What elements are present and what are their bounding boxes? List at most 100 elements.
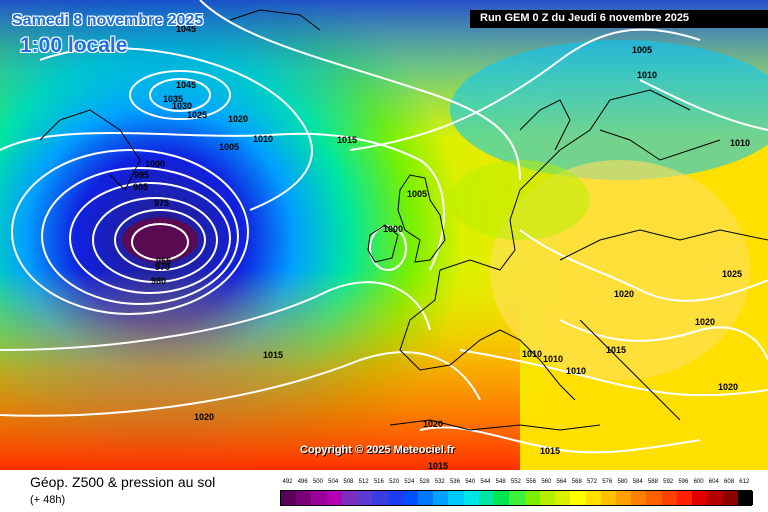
pressure-label: 1025 [722, 269, 742, 279]
color-scale-segment [448, 491, 465, 505]
pressure-label: 1000 [383, 224, 403, 234]
pressure-label: 1020 [194, 412, 214, 422]
color-scale-label: 524 [404, 479, 415, 485]
color-scale-segment [311, 491, 328, 505]
color-scale-label: 580 [617, 479, 628, 485]
color-scale-label: 516 [373, 479, 384, 485]
color-scale-label: 604 [708, 479, 719, 485]
local-time: 1:00 locale [20, 34, 128, 57]
color-scale-label: 492 [282, 479, 293, 485]
pressure-label: 1020 [718, 382, 738, 392]
color-scale-label: 544 [480, 479, 491, 485]
color-scale-label: 572 [587, 479, 598, 485]
color-scale-segment [707, 491, 724, 505]
pressure-label: 1010 [730, 138, 750, 148]
color-scale-label: 600 [693, 479, 704, 485]
color-scale-label: 536 [449, 479, 460, 485]
color-scale-segment [509, 491, 526, 505]
central-field [450, 160, 590, 240]
color-scale-segment [722, 491, 739, 505]
color-scale-label: 576 [602, 479, 613, 485]
valid-date: Samedi 8 novembre 2025 [12, 12, 204, 29]
copyright: Copyright © 2025 Meteociel.fr [300, 444, 455, 456]
color-scale-label: 564 [556, 479, 567, 485]
color-scale-label: 584 [632, 479, 643, 485]
pressure-label: 995 [134, 170, 149, 180]
color-scale-label: 596 [678, 479, 689, 485]
pressure-label: 1025 [187, 110, 207, 120]
color-scale-label: 500 [312, 479, 323, 485]
color-scale-segment [418, 491, 434, 505]
color-scale-label: 592 [663, 479, 674, 485]
color-scale-segment [387, 491, 404, 505]
color-scale-segment [494, 491, 510, 505]
pressure-label: 1015 [540, 446, 560, 456]
pressure-label: 985 [133, 182, 148, 192]
scandinavia-trough [450, 40, 768, 180]
color-scale-segment [692, 491, 708, 505]
lead-time: (+ 48h) [30, 494, 66, 506]
pressure-label: 1020 [228, 114, 248, 124]
color-scale-label: 504 [328, 479, 339, 485]
color-scale-segment [463, 491, 480, 505]
color-scale-label: 540 [465, 479, 476, 485]
color-scale-label: 532 [434, 479, 445, 485]
pressure-label: 1010 [543, 354, 563, 364]
color-scale-segment [433, 491, 449, 505]
color-scale-labels: 492 496 500 504 508 512 516 520 524 528 532 536 540 5… [280, 479, 752, 489]
color-scale-segment [600, 491, 617, 505]
color-scale-label: 552 [510, 479, 521, 485]
pressure-label: 1015 [263, 350, 283, 360]
color-scale-segment [402, 491, 419, 505]
color-scale-segment [615, 491, 632, 505]
color-scale-segment [737, 491, 754, 505]
color-scale-label: 612 [739, 479, 750, 485]
pressure-label: 955 [156, 256, 171, 266]
run-info: Run GEM 0 Z du Jeudi 6 novembre 2025 [480, 12, 690, 24]
color-scale-label: 588 [647, 479, 658, 485]
color-scale-label: 512 [358, 479, 369, 485]
pressure-label: 1020 [423, 419, 443, 429]
color-scale-label: 508 [343, 479, 354, 485]
weather-map: 1045 1045 1035 1030 1025 1020 1010 1005 … [0, 0, 768, 470]
isobars [0, 0, 768, 452]
pressure-label: 1045 [176, 24, 196, 34]
pressure-label: 1035 [163, 94, 183, 104]
pressure-label: 1010 [637, 70, 657, 80]
pressure-label: 970 [155, 262, 170, 272]
color-scale-segment [631, 491, 647, 505]
pressure-label: 1015 [606, 345, 626, 355]
color-scale-segment [539, 491, 556, 505]
pressure-label: 1030 [172, 101, 192, 111]
pressure-label: 1005 [632, 45, 652, 55]
pressure-label: 1010 [522, 349, 542, 359]
south-field [0, 270, 520, 470]
color-scale-label: 520 [389, 479, 400, 485]
coastlines [39, 9, 768, 431]
color-scale-segment [555, 491, 571, 505]
color-scale-label: 548 [495, 479, 506, 485]
pressure-label: 1010 [566, 366, 586, 376]
color-scale-bar [280, 490, 754, 506]
color-scale-segment [585, 491, 602, 505]
pressure-label: 1000 [145, 159, 165, 169]
color-scale-segment [372, 491, 389, 505]
pressure-label: 1005 [219, 142, 239, 152]
pressure-label: 1020 [695, 317, 715, 327]
color-scale-segment [357, 491, 373, 505]
color-scale-label: 528 [419, 479, 430, 485]
pressure-labels: 1045 1045 1035 1030 1025 1020 1010 1005 … [133, 24, 750, 470]
pressure-label: 980 [151, 276, 166, 286]
color-scale-segment [570, 491, 586, 505]
color-scale-segment [676, 491, 693, 505]
color-scale-segment [341, 491, 358, 505]
color-scale-segment [296, 491, 312, 505]
pressure-label: 1015 [337, 135, 357, 145]
pressure-label: 1015 [428, 461, 448, 470]
pressure-label: 1020 [614, 289, 634, 299]
color-scale-label: 560 [541, 479, 552, 485]
pressure-label: 1045 [176, 80, 196, 90]
run-info-box [470, 10, 768, 28]
color-scale-segment [661, 491, 678, 505]
pressure-label: 1005 [407, 189, 427, 199]
